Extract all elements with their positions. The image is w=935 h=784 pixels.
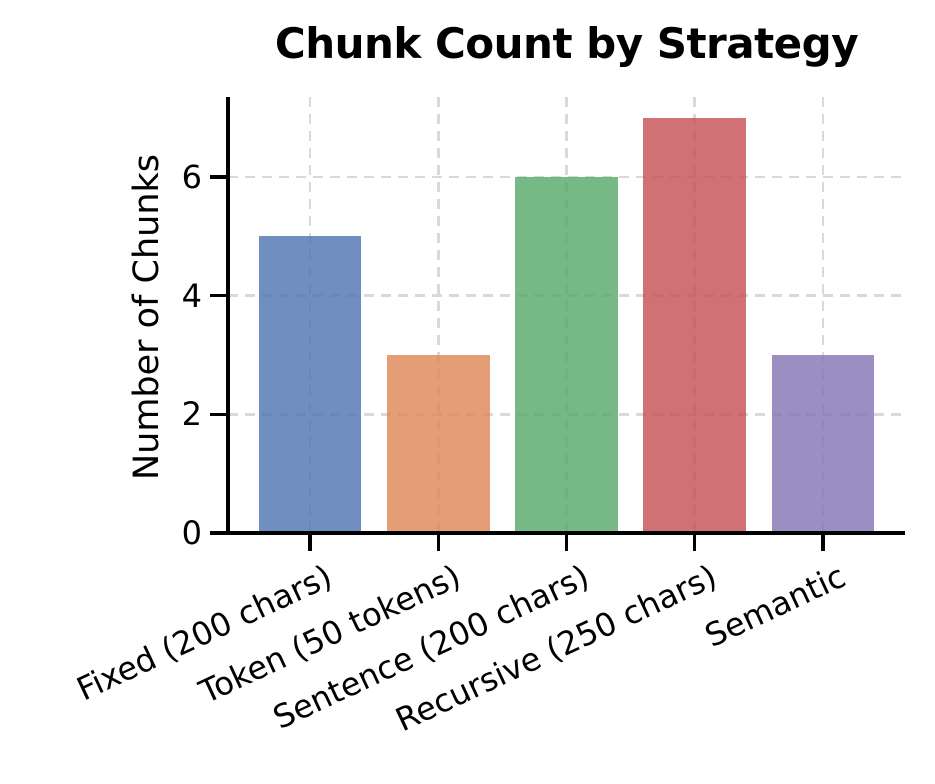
x-tick [692,534,697,551]
y-tick [210,175,227,179]
y-tick-label: 0 [181,514,202,552]
y-tick-label: 2 [181,395,202,434]
y-tick [210,531,227,535]
x-tick [821,534,825,551]
x-tick-label: Semantic [698,557,852,655]
bar [771,355,875,533]
y-tick-label: 6 [181,158,202,197]
y-tick [210,293,227,298]
gridline-vertical [437,97,440,533]
chart-title: Chunk Count by Strategy [274,19,859,68]
bar [515,177,618,533]
y-tick-label: 4 [181,276,202,315]
y-axis-spine [226,97,230,535]
bar [643,117,746,533]
y-tick [210,412,227,417]
bar [386,355,490,533]
x-axis-spine [226,531,905,535]
bar [258,236,362,533]
x-tick [564,534,569,551]
gridline-vertical [821,97,825,533]
x-tick [308,534,312,551]
x-tick [436,534,441,551]
plot-area: 0 2 4 6 [182,97,905,551]
